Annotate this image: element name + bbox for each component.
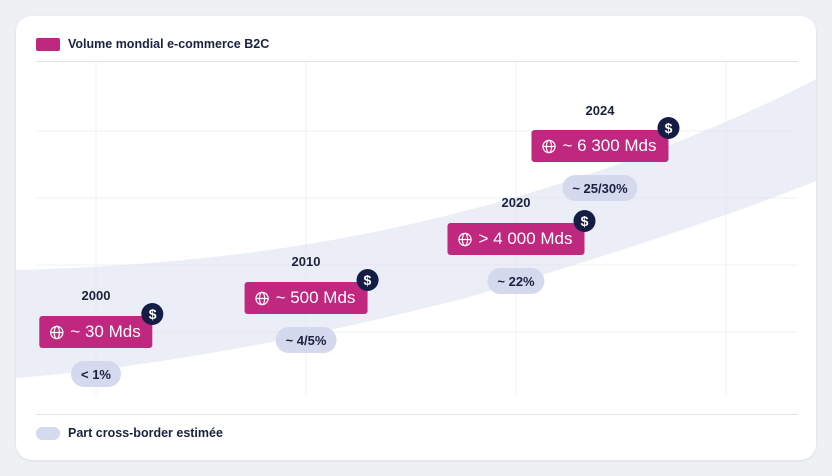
volume-value: ~ 500 Mds	[275, 288, 356, 307]
volume-value: ~ 6 300 Mds	[562, 136, 657, 155]
volume-badge: ~ 500 Mds $	[244, 269, 379, 314]
dollar-icon: $	[657, 117, 680, 139]
cross-border-band	[16, 79, 816, 378]
dollar-icon: $	[356, 269, 379, 291]
cross-border-share-pill: ~ 25/30%	[562, 175, 638, 201]
volume-badge: > 4 000 Mds $	[447, 210, 596, 255]
cross-border-share-pill: ~ 22%	[487, 268, 545, 294]
globe-icon	[49, 325, 64, 340]
volume-badge: ~ 6 300 Mds $	[531, 117, 680, 162]
chart-svg	[16, 62, 816, 396]
grid-layer	[36, 62, 798, 396]
dollar-icon: $	[573, 210, 596, 232]
year-label: 2000	[81, 288, 111, 303]
globe-icon	[255, 291, 270, 306]
year-label: 2020	[501, 195, 531, 210]
volume-badge: ~ 30 Mds $	[39, 303, 164, 348]
globe-icon	[541, 139, 556, 154]
legend-volume-swatch	[36, 37, 60, 51]
volume-value: ~ 30 Mds	[70, 322, 141, 341]
dollar-icon: $	[141, 303, 164, 325]
cross-border-share-pill: < 1%	[71, 361, 121, 387]
year-label: 2024	[585, 103, 615, 118]
legend-cross-border: Part cross-border estimée	[36, 426, 223, 440]
chart-card: Volume mondial e-commerce B2C 2000 ~ 30 M…	[16, 16, 816, 460]
volume-value: > 4 000 Mds	[478, 229, 573, 248]
legend-cross-border-label: Part cross-border estimée	[68, 426, 223, 440]
legend-divider-bottom	[36, 414, 798, 415]
cross-border-share-pill: ~ 4/5%	[275, 327, 337, 353]
globe-icon	[457, 232, 472, 247]
legend-cross-border-swatch	[36, 426, 60, 440]
year-label: 2010	[291, 254, 321, 269]
legend-volume: Volume mondial e-commerce B2C	[36, 37, 269, 51]
legend-divider-top	[36, 61, 798, 62]
legend-volume-label: Volume mondial e-commerce B2C	[68, 37, 270, 51]
